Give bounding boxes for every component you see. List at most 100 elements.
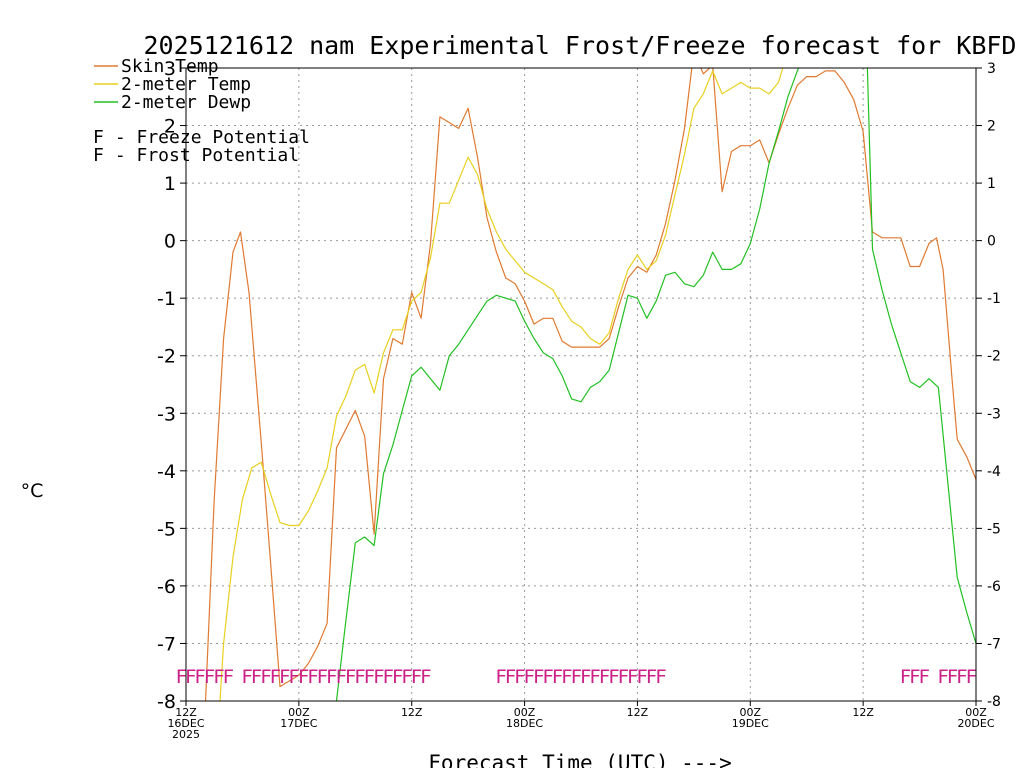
x-tick-label: 18DEC (506, 717, 543, 730)
freeze-mark: F (317, 666, 328, 688)
freeze-mark: F (618, 666, 629, 688)
freeze-mark: F (646, 666, 657, 688)
potential-legend-text: - Frost Potential (104, 145, 299, 166)
freeze-mark: F (542, 666, 553, 688)
freeze-mark: F (533, 666, 544, 688)
x-tick-label: 00Z (288, 706, 310, 719)
legend-label: 2-meter Dewp (121, 92, 251, 113)
series-line-3 (866, 68, 976, 644)
freeze-mark: F (608, 666, 619, 688)
freeze-mark: F (401, 666, 412, 688)
y-tick-label-right: -3 (987, 406, 1001, 422)
y-tick-label-right: 2 (987, 119, 996, 135)
y-tick-label: 0 (164, 231, 176, 253)
freeze-mark: F (495, 666, 506, 688)
x-tick-label: 19DEC (732, 717, 769, 730)
y-tick-label: -4 (157, 461, 176, 483)
freeze-mark: F (279, 666, 290, 688)
y-tick-label-right: 0 (987, 234, 996, 250)
freeze-mark: F (524, 666, 535, 688)
x-axis-label: Forecast Time (UTC) ---> (428, 751, 731, 768)
x-tick-label: 17DEC (280, 717, 317, 730)
freeze-mark: F (382, 666, 393, 688)
y-tick-label-right: -1 (987, 291, 1001, 307)
freeze-mark: F (552, 666, 563, 688)
y-tick-label: -2 (157, 346, 176, 368)
legend-label: Skin Temp (121, 56, 219, 77)
y-tick-label: -6 (157, 576, 176, 598)
plot-frame (185, 67, 977, 702)
series-line-2 (335, 68, 800, 701)
y-tick-label: 3 (164, 58, 176, 80)
series-line-0 (204, 68, 976, 701)
freeze-mark: F (589, 666, 600, 688)
series-line-1 (219, 68, 784, 701)
freeze-mark: F (373, 666, 384, 688)
freeze-mark: F (204, 666, 215, 688)
freeze-mark: F (420, 666, 431, 688)
freeze-mark: F (354, 666, 365, 688)
x-tick-label: 12Z (852, 706, 874, 719)
freeze-mark: F (364, 666, 375, 688)
freeze-mark: F (956, 666, 967, 688)
y-tick-label-right: -6 (987, 579, 1001, 595)
y-tick-label: 2 (164, 116, 176, 138)
freeze-mark: F (655, 666, 666, 688)
x-tick-label: 16DEC (167, 717, 204, 730)
y-tick-label-right: -8 (987, 694, 1001, 710)
y-axis: -8 -8 -7 -7 -6 -6 -5 -5 -4 -4 -3 -3 -2 -2 -1 -1 0 0 1 1 2 2 3 3 (157, 58, 1001, 713)
freeze-mark: F (580, 666, 591, 688)
x-tick-label: 00Z (965, 706, 987, 719)
potential-legend-text: - Freeze Potential (104, 127, 310, 148)
freeze-mark: F (307, 666, 318, 688)
y-tick-label: -5 (157, 518, 176, 540)
y-axis-label: °C (21, 480, 44, 502)
freeze-mark: F (223, 666, 234, 688)
freeze-mark: F (251, 666, 262, 688)
freeze-mark: F (514, 666, 525, 688)
y-tick-label: 1 (164, 173, 176, 195)
x-tick-label: 12Z (175, 706, 197, 719)
freeze-mark: F (561, 666, 572, 688)
x-tick-label: 20DEC (957, 717, 994, 730)
freeze-mark: F (937, 666, 948, 688)
freeze-mark: F (213, 666, 224, 688)
chart-title: 2025121612 nam Experimental Frost/Freeze… (144, 31, 1017, 60)
x-tick-label: 00Z (740, 706, 762, 719)
series-lines (204, 68, 976, 701)
freeze-mark: F (599, 666, 610, 688)
y-tick-label: -3 (157, 403, 176, 425)
x-tick-label: 00Z (514, 706, 536, 719)
freeze-mark: F (505, 666, 516, 688)
potential-legend-letter: F (93, 145, 104, 166)
y-tick-label: -8 (157, 691, 176, 713)
y-tick-label-right: -5 (987, 521, 1001, 537)
freeze-mark: F (335, 666, 346, 688)
y-tick-label-right: -2 (987, 349, 1001, 365)
y-tick-label-right: -4 (987, 464, 1001, 480)
x-tick-label: 2025 (172, 728, 200, 741)
y-tick-label-right: 3 (987, 61, 996, 77)
freeze-mark: F (185, 666, 196, 688)
freeze-mark: F (176, 666, 187, 688)
freeze-mark: F (241, 666, 252, 688)
freeze-mark: F (288, 666, 299, 688)
freeze-mark: F (636, 666, 647, 688)
freeze-mark: F (260, 666, 271, 688)
freeze-mark: F (627, 666, 638, 688)
legend-label: 2-meter Temp (121, 74, 251, 95)
x-tick-label: 12Z (401, 706, 423, 719)
potential-legend-letter: F (93, 127, 104, 148)
freeze-mark: F (298, 666, 309, 688)
freeze-mark: F (194, 666, 205, 688)
x-tick-label: 12Z (627, 706, 649, 719)
freeze-mark: F (947, 666, 958, 688)
y-tick-label: -7 (157, 633, 176, 655)
gridlines (186, 68, 976, 701)
freeze-mark: F (571, 666, 582, 688)
y-tick-label-right: -7 (987, 636, 1001, 652)
freeze-mark: F (270, 666, 281, 688)
